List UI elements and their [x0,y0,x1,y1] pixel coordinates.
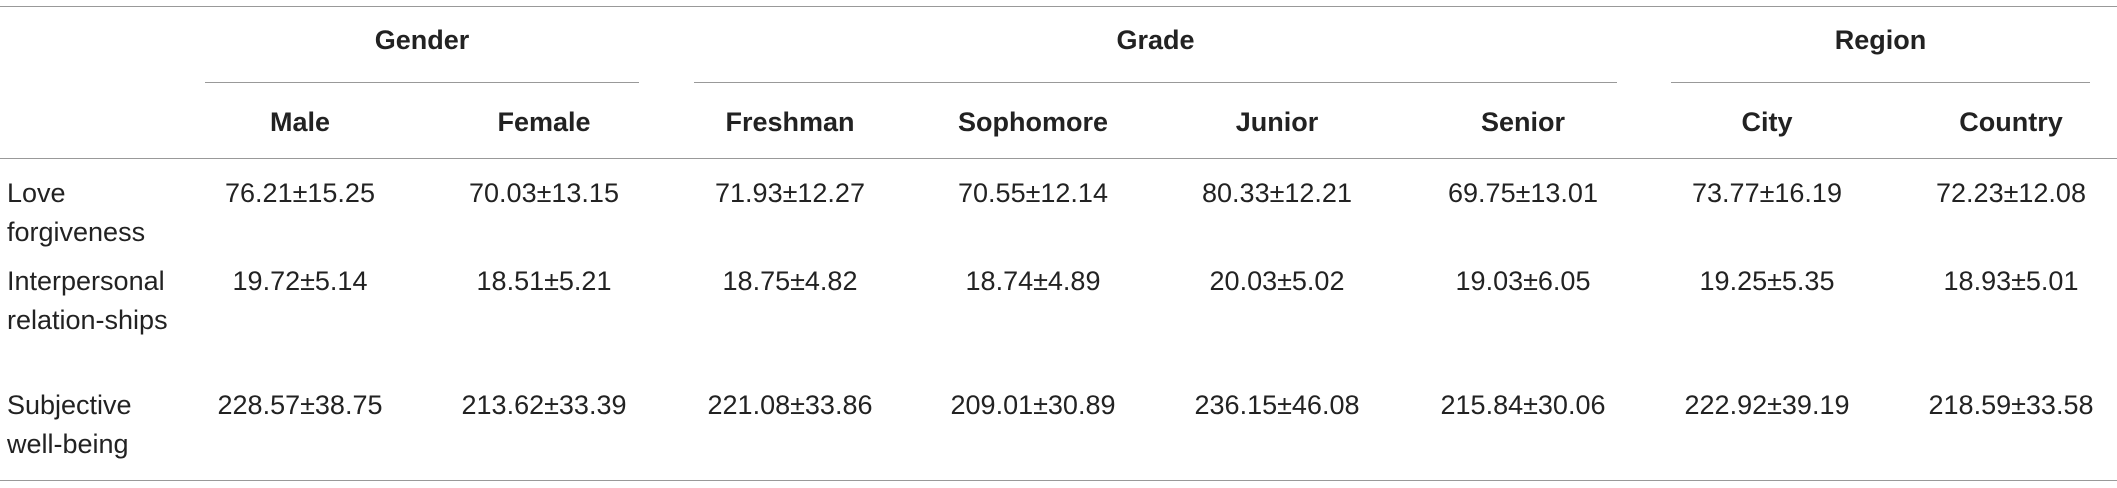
column-header: Freshman [725,107,855,137]
group-header: Gender [374,25,470,55]
row-label: Subjective well-being [7,390,132,459]
row-label: Interpersonal relation-ships [7,266,168,335]
cell: 19.72±5.14 [232,266,368,296]
group-rule [694,82,1617,83]
group-rule [1671,82,2090,83]
cell: 70.55±12.14 [958,178,1108,208]
cell: 228.57±38.75 [217,390,383,420]
column-header: Country [1959,107,2063,137]
row-label: Love forgiveness [7,178,146,247]
cell: 69.75±13.01 [1448,178,1598,208]
top-rule [0,6,2117,7]
cell: 222.92±39.19 [1684,390,1850,420]
cell: 19.25±5.35 [1699,266,1835,296]
bottom-rule [0,480,2117,481]
column-header: Junior [1235,107,1319,137]
column-header: Senior [1480,107,1566,137]
cell: 72.23±12.08 [1936,178,2086,208]
cell: 221.08±33.86 [707,390,873,420]
cell: 215.84±30.06 [1440,390,1606,420]
cell: 20.03±5.02 [1209,266,1345,296]
column-header: Male [269,107,331,137]
column-header: Sophomore [957,107,1108,137]
column-header: City [1741,107,1793,137]
cell: 71.93±12.27 [715,178,865,208]
cell: 18.75±4.82 [722,266,858,296]
cell: 209.01±30.89 [950,390,1116,420]
cell: 19.03±6.05 [1455,266,1591,296]
cell: 18.74±4.89 [965,266,1101,296]
cell: 236.15±46.08 [1194,390,1360,420]
header-rule [0,158,2117,159]
cell: 80.33±12.21 [1202,178,1352,208]
group-header: Grade [1116,25,1195,55]
column-header: Female [497,107,591,137]
group-rule [205,82,639,83]
group-header: Region [1834,25,1927,55]
cell: 76.21±15.25 [225,178,375,208]
cell: 18.93±5.01 [1943,266,2079,296]
cell: 213.62±33.39 [461,390,627,420]
cell: 73.77±16.19 [1692,178,1842,208]
cell: 218.59±33.58 [1928,390,2094,420]
cell: 70.03±13.15 [469,178,619,208]
cell: 18.51±5.21 [476,266,612,296]
